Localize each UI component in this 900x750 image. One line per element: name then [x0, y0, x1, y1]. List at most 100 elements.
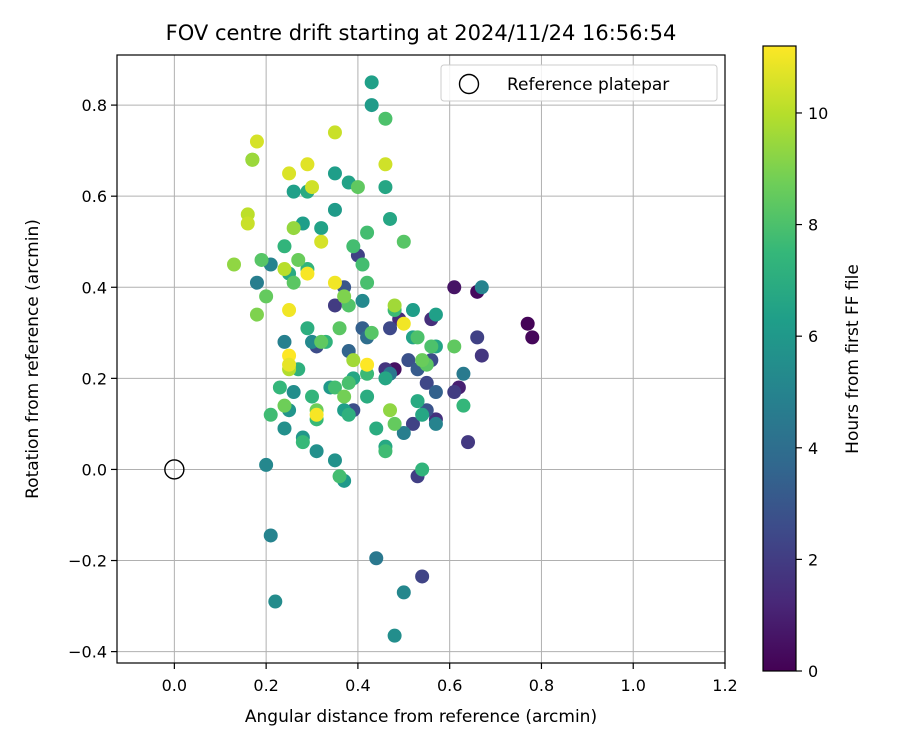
data-point	[341, 375, 356, 390]
x-tick-label: 1.0	[620, 676, 645, 695]
data-point	[286, 385, 301, 400]
y-tick-label: 0.4	[82, 278, 107, 297]
data-point	[282, 303, 297, 318]
x-axis-ticks: 0.0 0.2 0.4 0.6 0.8 1.0 1.2	[162, 663, 738, 695]
data-point	[249, 275, 264, 290]
data-point	[305, 389, 320, 404]
data-point	[286, 275, 301, 290]
chart-title: FOV centre drift starting at 2024/11/24 …	[166, 21, 677, 45]
x-axis-label: Angular distance from reference (arcmin)	[245, 707, 597, 727]
data-point	[300, 266, 315, 281]
data-point	[277, 239, 292, 254]
data-point	[364, 98, 379, 113]
colorbar-tick-label: 2	[808, 550, 818, 569]
legend-reference-marker	[458, 73, 480, 95]
data-point	[428, 385, 443, 400]
grid	[117, 55, 726, 663]
data-point	[474, 280, 489, 295]
data-point	[337, 389, 352, 404]
data-point	[327, 202, 342, 217]
reference-platepar-marker	[164, 459, 185, 480]
legend-box	[440, 64, 718, 102]
data-point	[428, 307, 443, 322]
data-point	[474, 348, 489, 363]
reference-marker-layer	[164, 459, 185, 480]
y-tick-label: −0.2	[68, 552, 107, 571]
x-tick-label: 0.6	[437, 676, 462, 695]
x-tick-label: 0.2	[253, 676, 278, 695]
colorbar-gradient	[762, 45, 797, 672]
data-point	[383, 211, 398, 226]
colorbar-tick-label: 10	[808, 104, 828, 123]
data-point	[410, 394, 425, 409]
colorbar-tick-label: 6	[808, 327, 818, 346]
y-axis-ticks: −0.4 −0.2 0.0 0.2 0.4 0.6 0.8	[68, 96, 117, 662]
data-point	[314, 334, 329, 349]
data-point	[396, 316, 411, 331]
data-point	[364, 325, 379, 340]
data-point	[346, 353, 361, 368]
x-tick-label: 0.0	[162, 676, 187, 695]
data-point	[360, 389, 375, 404]
data-point	[520, 316, 535, 331]
data-point	[327, 298, 342, 313]
data-point	[378, 180, 393, 195]
data-point	[286, 184, 301, 199]
data-point	[405, 303, 420, 318]
data-point	[355, 293, 370, 308]
data-point	[249, 307, 264, 322]
data-point	[282, 166, 297, 181]
data-point	[249, 134, 264, 149]
data-point	[282, 357, 297, 372]
data-point	[327, 275, 342, 290]
data-point	[268, 594, 283, 609]
plot-frame	[116, 54, 726, 664]
data-point	[470, 330, 485, 345]
data-point	[447, 339, 462, 354]
data-point	[327, 380, 342, 395]
x-tick-label: 1.2	[712, 676, 737, 695]
data-point	[378, 111, 393, 126]
data-point	[300, 321, 315, 336]
data-point	[428, 416, 443, 431]
data-point	[245, 152, 260, 167]
data-point	[378, 157, 393, 172]
y-tick-label: −0.4	[68, 643, 107, 662]
data-point	[410, 330, 425, 345]
data-point	[369, 421, 384, 436]
data-point	[346, 239, 361, 254]
y-axis-label: Rotation from reference (arcmin)	[23, 219, 43, 499]
data-point	[405, 416, 420, 431]
data-point	[415, 569, 430, 584]
data-point	[461, 435, 476, 450]
data-point	[355, 257, 370, 272]
data-point	[291, 252, 306, 267]
data-point	[396, 585, 411, 600]
data-point	[254, 252, 269, 267]
data-point	[415, 407, 430, 422]
data-point	[383, 321, 398, 336]
data-point	[314, 221, 329, 236]
data-point	[378, 371, 393, 386]
colorbar: 0 2 4 6 8 10 Hours from first FF file	[762, 45, 863, 681]
data-point	[337, 289, 352, 304]
data-point	[456, 398, 471, 413]
data-point	[415, 462, 430, 477]
data-point	[263, 528, 278, 543]
x-tick-label: 0.8	[529, 676, 554, 695]
data-point	[286, 221, 301, 236]
x-tick-label: 0.4	[345, 676, 370, 695]
data-point	[327, 125, 342, 140]
legend-entry: Reference platepar	[507, 75, 669, 95]
data-point	[401, 353, 416, 368]
data-point	[396, 234, 411, 249]
data-point	[447, 280, 462, 295]
data-point	[277, 334, 292, 349]
data-point	[295, 435, 310, 450]
colorbar-tick-label: 0	[808, 662, 818, 681]
data-point	[415, 353, 430, 368]
data-point	[350, 180, 365, 195]
data-point	[387, 298, 402, 313]
legend: Reference platepar	[440, 64, 718, 102]
